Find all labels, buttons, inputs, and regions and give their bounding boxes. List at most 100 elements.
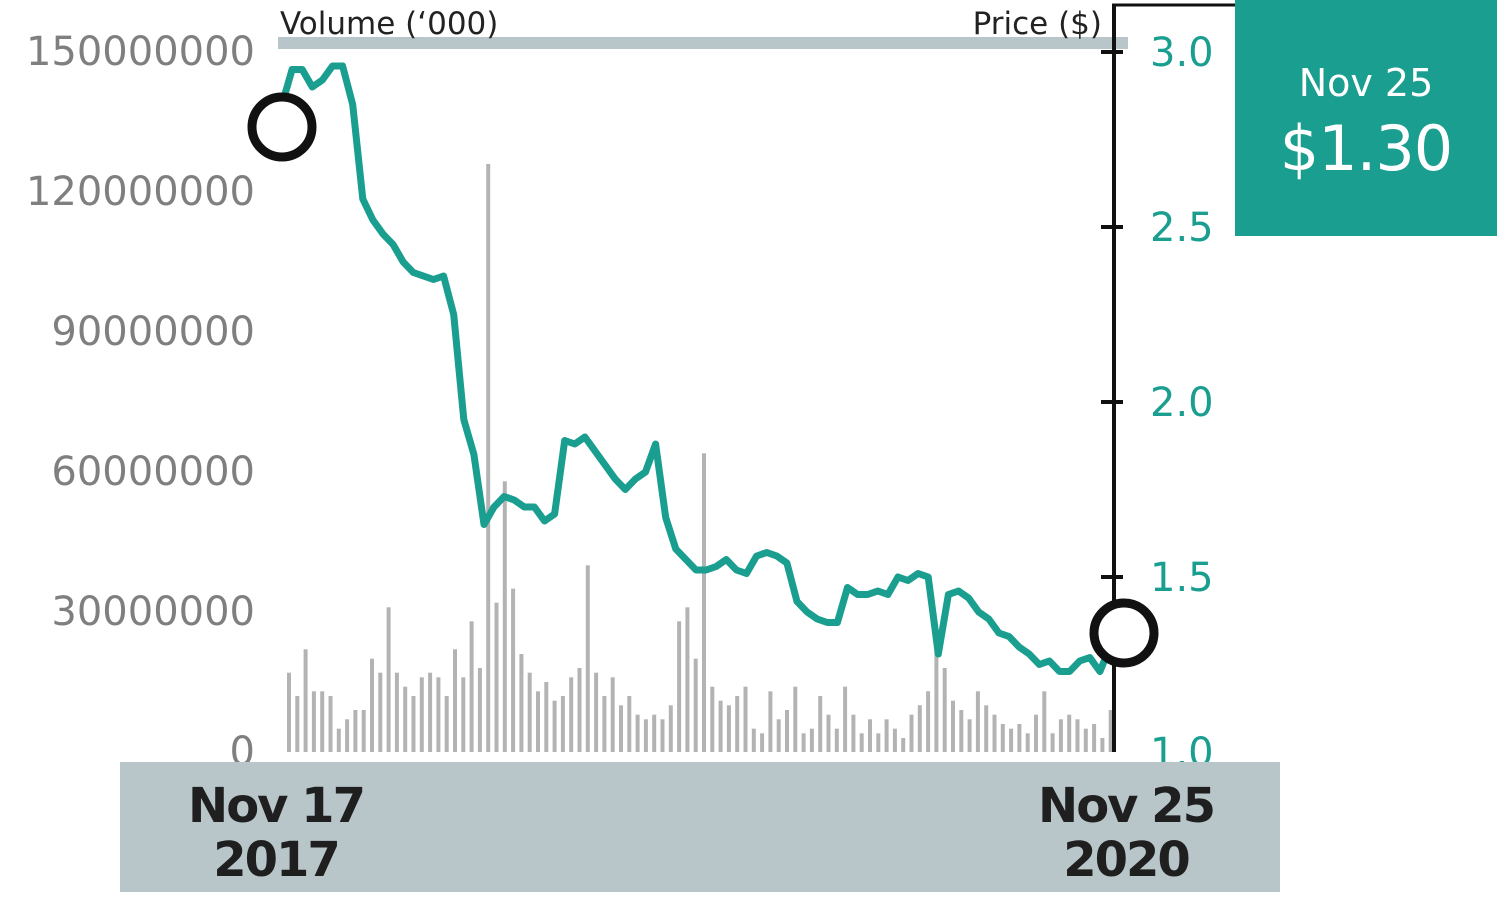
volume-bar	[552, 700, 557, 752]
volume-bar	[643, 719, 648, 752]
volume-bar	[1108, 710, 1113, 752]
volume-bar	[1092, 724, 1097, 752]
volume-bar	[760, 733, 765, 752]
left-tick-label: 150000000	[26, 29, 255, 75]
volume-bar	[370, 658, 374, 752]
volume-bar	[793, 686, 798, 752]
volume-bar	[627, 696, 632, 752]
volume-bar	[868, 719, 872, 752]
volume-bar	[585, 565, 590, 752]
volume-bar	[394, 672, 399, 752]
volume-bar	[378, 672, 383, 752]
volume-bar	[411, 696, 416, 752]
end-date-label: Nov 25	[1038, 778, 1214, 834]
volume-bar	[975, 691, 980, 752]
volume-bar	[942, 668, 947, 752]
left-tick-label: 60000000	[51, 449, 255, 495]
volume-bar	[469, 621, 474, 752]
volume-bar	[668, 705, 673, 752]
volume-bar	[1058, 719, 1063, 752]
volume-bar	[1067, 714, 1072, 752]
left-tick-label: 30000000	[51, 589, 255, 635]
volume-bar	[1017, 724, 1022, 752]
volume-bar	[967, 719, 972, 752]
volume-bar	[834, 728, 839, 752]
volume-bar	[1025, 733, 1030, 752]
price-callout-box	[1235, 0, 1497, 236]
volume-bar	[992, 714, 997, 752]
callout-date: Nov 25	[1299, 61, 1434, 105]
volume-bar	[519, 654, 524, 752]
header-band	[278, 37, 1128, 49]
start-year-label: 2017	[213, 832, 339, 888]
volume-bar	[544, 682, 549, 752]
volume-bar	[569, 677, 574, 752]
volume-bar	[361, 710, 366, 752]
volume-bar	[635, 714, 640, 752]
volume-bar	[801, 733, 806, 752]
volume-bar	[951, 700, 955, 752]
volume-bar	[726, 705, 731, 752]
right-tick-label: 2.0	[1150, 380, 1214, 426]
volume-bar	[652, 714, 657, 752]
volume-bar	[959, 710, 964, 752]
volume-bar	[1009, 728, 1014, 752]
volume-bar	[693, 658, 698, 752]
volume-bar	[776, 719, 781, 752]
volume-bar	[287, 672, 291, 752]
volume-bar	[785, 710, 789, 752]
volume-bar	[1034, 714, 1038, 752]
volume-bar	[1050, 733, 1055, 752]
volume-bar	[453, 649, 457, 752]
volume-bar	[536, 691, 540, 752]
right-tick-label: 3.0	[1150, 30, 1214, 76]
volume-bar	[353, 710, 358, 752]
volume-bar	[702, 453, 706, 752]
volume-bar	[477, 668, 482, 752]
volume-bar	[345, 719, 350, 752]
volume-bar	[502, 481, 507, 752]
volume-bar	[494, 602, 499, 752]
volume-bar	[660, 719, 665, 752]
callout-price: $1.30	[1280, 112, 1453, 185]
volume-bar	[386, 607, 391, 752]
volume-bar	[1000, 724, 1005, 752]
end-point-marker	[1089, 598, 1159, 668]
price-line	[278, 62, 1114, 675]
left-tick-label: 120000000	[26, 169, 255, 215]
volume-bar	[826, 714, 831, 752]
volume-bar	[461, 677, 466, 752]
volume-bar	[486, 164, 491, 752]
volume-bar	[901, 738, 906, 752]
volume-bar	[859, 733, 864, 752]
volume-bar	[619, 705, 623, 752]
volume-bar	[718, 700, 723, 752]
volume-bar	[527, 672, 532, 752]
volume-bars	[287, 164, 1113, 752]
volume-bar	[295, 696, 300, 752]
volume-bar	[444, 696, 449, 752]
volume-bar	[934, 649, 939, 752]
volume-bar	[303, 649, 308, 752]
volume-bar	[685, 607, 690, 752]
volume-bar	[818, 696, 823, 752]
end-year-label: 2020	[1063, 832, 1189, 888]
volume-bar	[1042, 691, 1047, 752]
volume-bar	[843, 686, 848, 752]
volume-bar	[419, 677, 424, 752]
volume-bar	[436, 677, 441, 752]
volume-bar	[602, 696, 607, 752]
volume-bar	[511, 588, 516, 752]
volume-bar	[610, 677, 615, 752]
date-band	[120, 762, 1280, 892]
volume-bar	[403, 686, 408, 752]
volume-bar	[594, 672, 599, 752]
volume-bar	[884, 719, 889, 752]
volume-bar	[428, 672, 433, 752]
volume-bar	[851, 714, 856, 752]
volume-bar	[577, 668, 582, 752]
volume-bar	[560, 696, 565, 752]
volume-bar	[984, 705, 989, 752]
volume-bar	[336, 728, 341, 752]
volume-bar	[320, 691, 325, 752]
